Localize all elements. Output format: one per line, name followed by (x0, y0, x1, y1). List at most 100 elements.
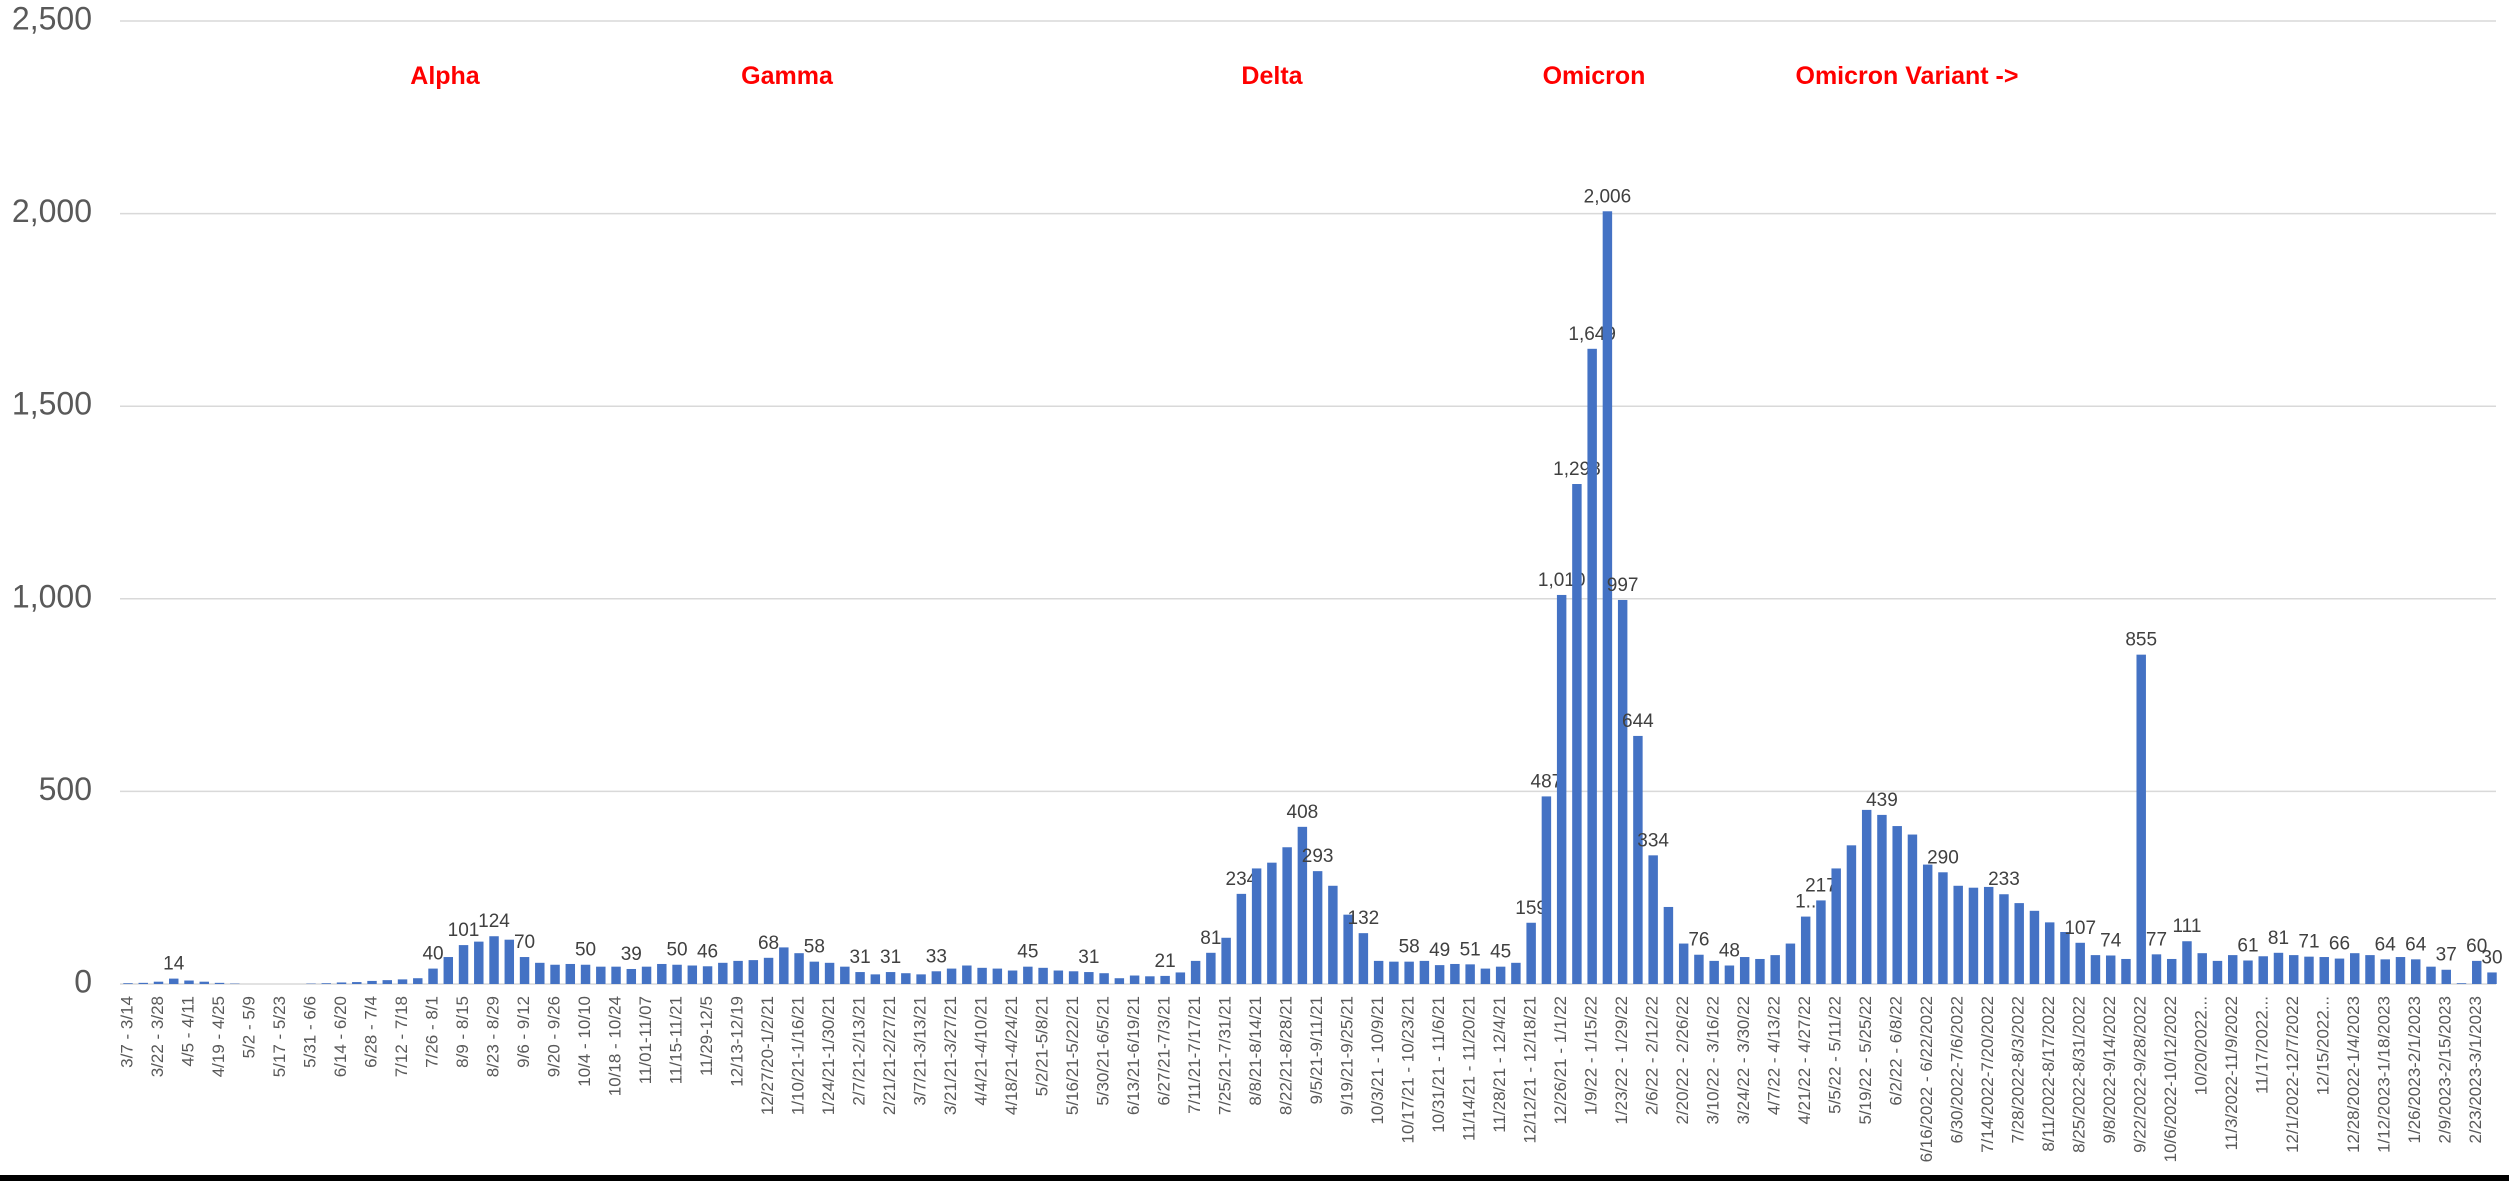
x-tick-label: 4/7/22 - 4/13/22 (1765, 996, 1784, 1115)
bar (702, 966, 713, 984)
bar (763, 957, 774, 984)
data-label: 234 (1226, 869, 1258, 890)
data-label: 31 (850, 947, 871, 968)
x-tick-label: 4/19 - 4/25 (209, 996, 228, 1077)
data-label: 66 (2329, 934, 2350, 955)
y-tick-label: 2,000 (12, 193, 92, 229)
bar (1633, 735, 1643, 984)
data-label: 21 (1155, 951, 1176, 972)
y-tick-label: 2,500 (12, 0, 92, 36)
bar (1922, 864, 1933, 984)
bar (1663, 906, 1674, 984)
data-label: 76 (1688, 930, 1709, 951)
bar (1892, 826, 1902, 984)
bar (2334, 958, 2345, 984)
bar (2090, 955, 2101, 984)
bar (1556, 594, 1567, 984)
x-tick-label: 1/23/22 - 1/29/22 (1612, 996, 1631, 1125)
bar (489, 936, 499, 984)
x-tick-label: 10/18 - 10/24 (606, 996, 625, 1096)
bar (1023, 966, 1033, 984)
x-tick-label: 11/14/21 - 11/20/21 (1460, 996, 1479, 1141)
bar (1999, 894, 2009, 984)
x-tick-label: 2/9/2023-2/15/2023 (2436, 996, 2455, 1143)
y-tick-label: 1,000 (12, 578, 92, 614)
bar (2487, 972, 2497, 984)
bar (1831, 868, 1841, 984)
x-tick-label: 6/16/2022 - 6/22/2022 (1917, 996, 1936, 1162)
data-label: 124 (478, 911, 510, 932)
x-tick-label: 7/28/2022-8/3/2022 (2009, 996, 2028, 1143)
x-tick-label: 12/12/21 - 12/18/21 (1521, 996, 1540, 1143)
x-tick-label: 11/3/2022-11/9/2022 (2222, 996, 2241, 1150)
data-label: 77 (2146, 929, 2167, 950)
x-tick-label: 1/10/21-1/16/21 (789, 996, 808, 1115)
x-tick-label: 8/9 - 8/15 (453, 996, 472, 1068)
bar (687, 965, 698, 984)
bar (733, 960, 743, 984)
bar (2166, 958, 2177, 984)
x-tick-label: 12/26/21 - 1/1/22 (1551, 996, 1570, 1125)
bar (1694, 954, 1704, 984)
bar (1480, 968, 1491, 984)
bar (474, 941, 484, 984)
x-tick-label: 12/28/2022-1/4/2023 (2344, 996, 2363, 1153)
bar (1190, 960, 1201, 984)
x-tick-label: 2/23/2023-3/1/2023 (2466, 996, 2485, 1143)
x-tick-label: 1/24/21-1/30/21 (819, 996, 838, 1115)
bar (611, 966, 621, 984)
bar (1861, 809, 1872, 984)
bar (2380, 959, 2390, 984)
bar (2136, 654, 2146, 984)
bar (916, 974, 926, 984)
x-tick-label: 9/5/21-9/11/21 (1307, 996, 1326, 1104)
bar (870, 974, 881, 984)
data-label: 50 (666, 940, 687, 961)
y-tick-label: 0 (74, 963, 92, 999)
x-tick-label: 8/8/21-8/14/21 (1246, 996, 1265, 1106)
x-tick-label: 2/20/22 - 2/26/22 (1673, 996, 1692, 1125)
bar (626, 968, 637, 984)
bar (885, 972, 896, 984)
bar (1587, 348, 1597, 985)
x-tick-label: 12/15/2022... (2314, 996, 2333, 1095)
x-tick-label: 12/27/20-1/2/21 (758, 996, 777, 1115)
x-tick-label: 10/4 - 10/10 (575, 996, 594, 1087)
data-label: 290 (1927, 847, 1959, 868)
bar (199, 981, 209, 984)
data-label: 31 (880, 947, 901, 968)
bar (2456, 983, 2467, 984)
bar (2273, 952, 2284, 984)
x-tick-label: 2/7/21-2/13/21 (850, 996, 869, 1106)
bar (1724, 965, 1735, 984)
bar (1343, 914, 1353, 984)
x-tick-label: 7/11/21-7/17/21 (1185, 996, 1204, 1114)
x-tick-label: 4/18/21-4/24/21 (1002, 996, 1021, 1115)
data-label: 74 (2100, 930, 2122, 951)
bar (1739, 957, 1750, 984)
bar (1419, 960, 1430, 984)
bar (2212, 960, 2223, 984)
x-tick-label: 11/01-11/07 (636, 996, 655, 1084)
data-label: 50 (575, 940, 596, 961)
x-tick-label: 10/31/21 - 11/6/21 (1429, 996, 1448, 1133)
bar (336, 982, 347, 984)
bar (2350, 953, 2360, 984)
x-tick-label: 8/25/2022-8/31/2022 (2070, 996, 2089, 1153)
bar (2197, 953, 2207, 984)
bar (1099, 973, 1109, 984)
data-label: 159 (1515, 898, 1547, 919)
bar (1602, 211, 1613, 984)
data-label: 58 (1399, 937, 1420, 958)
bar (1465, 964, 1475, 984)
bar (565, 963, 576, 984)
bar (1129, 975, 1140, 984)
data-label: 68 (758, 933, 779, 954)
bar (1053, 970, 1064, 984)
bar (779, 947, 789, 984)
data-label: 1.. (1795, 892, 1816, 913)
data-label: 60 (2466, 936, 2487, 957)
bar (2304, 956, 2314, 984)
data-label: 997 (1607, 575, 1639, 596)
bar (2029, 910, 2040, 984)
